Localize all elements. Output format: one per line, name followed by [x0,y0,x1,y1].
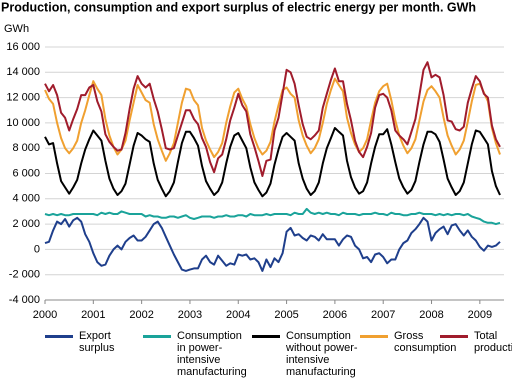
x-tick-label: 2003 [178,309,202,321]
y-tick-label: -4 000 [9,294,40,306]
x-tick-label: 2008 [419,309,443,321]
legend-item: Consumption in power-intensive manufactu… [143,330,252,378]
legend-label: Consumption without power-intensive manu… [286,330,358,378]
y-tick-label: 8 000 [12,142,40,154]
legend-label: Total production [474,330,512,354]
chart-title: Production, consumption and export surpl… [1,0,476,14]
x-tick-label: 2005 [274,309,298,321]
legend-item: Gross consumption [360,330,464,354]
legend: Export surplus Consumption in power-inten… [0,330,512,382]
legend-swatch [360,335,388,338]
chart: Production, consumption and export surpl… [1,0,504,321]
legend-label: Consumption in power-intensive manufactu… [177,330,247,378]
series-line [44,61,501,177]
legend-item: Total production [440,330,512,354]
y-tick-label: -2 000 [9,269,40,281]
legend-label: Gross consumption [394,330,457,354]
y-tick-label: 12 000 [6,92,40,104]
y-tick-label: 14 000 [6,66,40,78]
legend-swatch [45,335,73,338]
legend-swatch [252,335,280,338]
x-tick-label: 2009 [468,309,492,321]
legend-item: Export surplus [45,330,139,354]
series-line [44,216,501,272]
x-tick-label: 2001 [81,309,105,321]
y-tick-label: 2 000 [12,218,40,230]
x-tick-label: 2006 [323,309,347,321]
x-tick-label: 2007 [371,309,395,321]
series-line [44,127,501,198]
x-tick-label: 2002 [129,309,153,321]
y-tick-label: 4 000 [12,193,40,205]
legend-swatch [440,335,468,338]
y-tick-label: 6 000 [12,167,40,179]
series-line [44,207,501,226]
y-axis-unit: GWh [4,23,29,35]
legend-swatch [143,335,171,338]
x-tick-label: 2000 [33,309,57,321]
legend-label: Export surplus [79,330,115,354]
y-tick-label: 0 [34,243,40,255]
legend-item: Consumption without power-intensive manu… [252,330,361,378]
y-tick-label: 10 000 [6,117,40,129]
y-tick-label: 16 000 [6,41,40,53]
x-tick-label: 2004 [226,309,250,321]
